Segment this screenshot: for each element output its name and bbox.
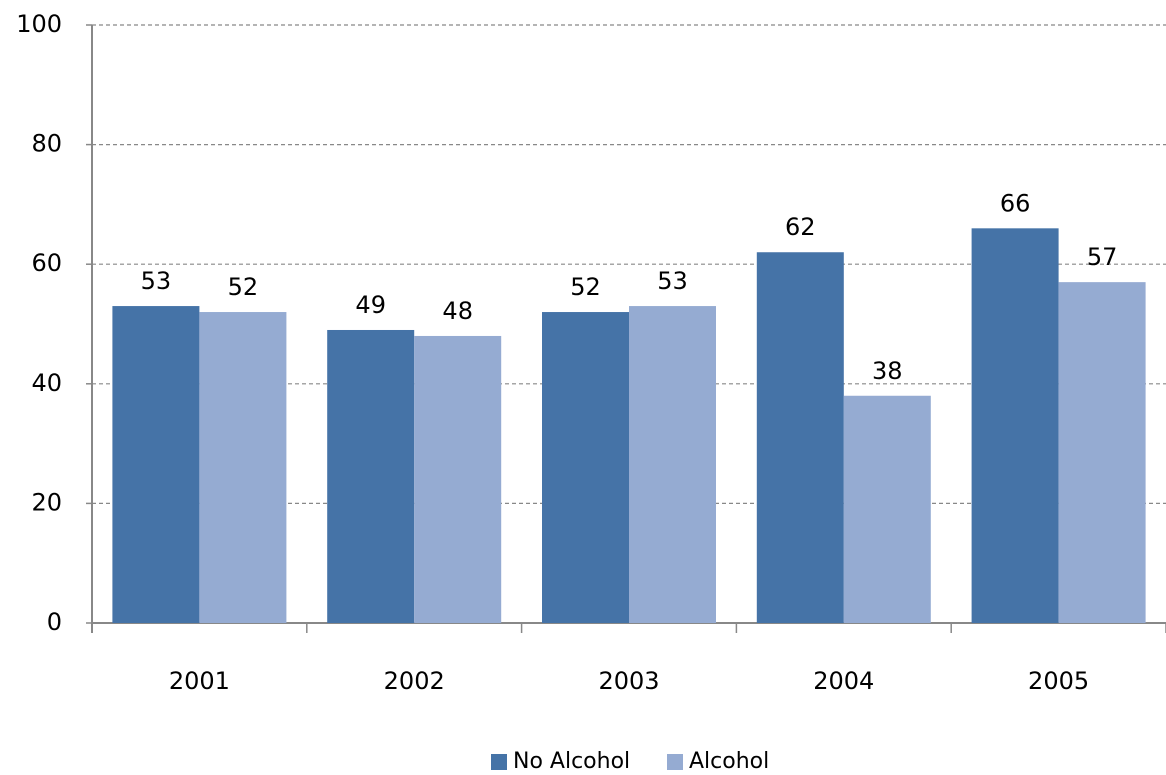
data-label: 53 — [657, 267, 688, 295]
legend-swatch — [667, 754, 683, 770]
bar — [756, 252, 844, 624]
y-tick-label: 100 — [16, 10, 62, 38]
legend-swatch — [491, 754, 507, 770]
data-label: 48 — [442, 297, 473, 325]
data-label: 52 — [570, 273, 601, 301]
x-tick-label: 2001 — [169, 667, 230, 695]
bar — [327, 329, 415, 623]
x-tick-label: 2004 — [813, 667, 874, 695]
data-label: 66 — [1000, 189, 1031, 217]
data-label: 38 — [872, 357, 903, 385]
y-tick-label: 0 — [47, 608, 62, 636]
bar — [112, 306, 200, 623]
legend-label: Alcohol — [689, 749, 769, 774]
legend-label: No Alcohol — [513, 749, 630, 774]
data-label: 53 — [141, 267, 172, 295]
data-label: 49 — [355, 291, 386, 319]
y-tick-label: 60 — [31, 249, 62, 277]
x-tick-label: 2002 — [384, 667, 445, 695]
bar — [843, 395, 931, 623]
bar — [542, 312, 629, 623]
data-label: 62 — [785, 213, 816, 241]
data-label: 52 — [228, 273, 259, 301]
data-label: 57 — [1087, 243, 1118, 271]
x-tick-label: 2003 — [598, 667, 659, 695]
bar — [629, 306, 716, 623]
x-tick-label: 2005 — [1028, 667, 1089, 695]
bar — [199, 312, 287, 623]
y-tick-label: 40 — [31, 369, 62, 397]
bar — [1058, 282, 1146, 623]
bar — [414, 335, 502, 623]
y-tick-label: 80 — [31, 130, 62, 158]
bar — [971, 228, 1059, 623]
y-tick-label: 20 — [31, 488, 62, 516]
